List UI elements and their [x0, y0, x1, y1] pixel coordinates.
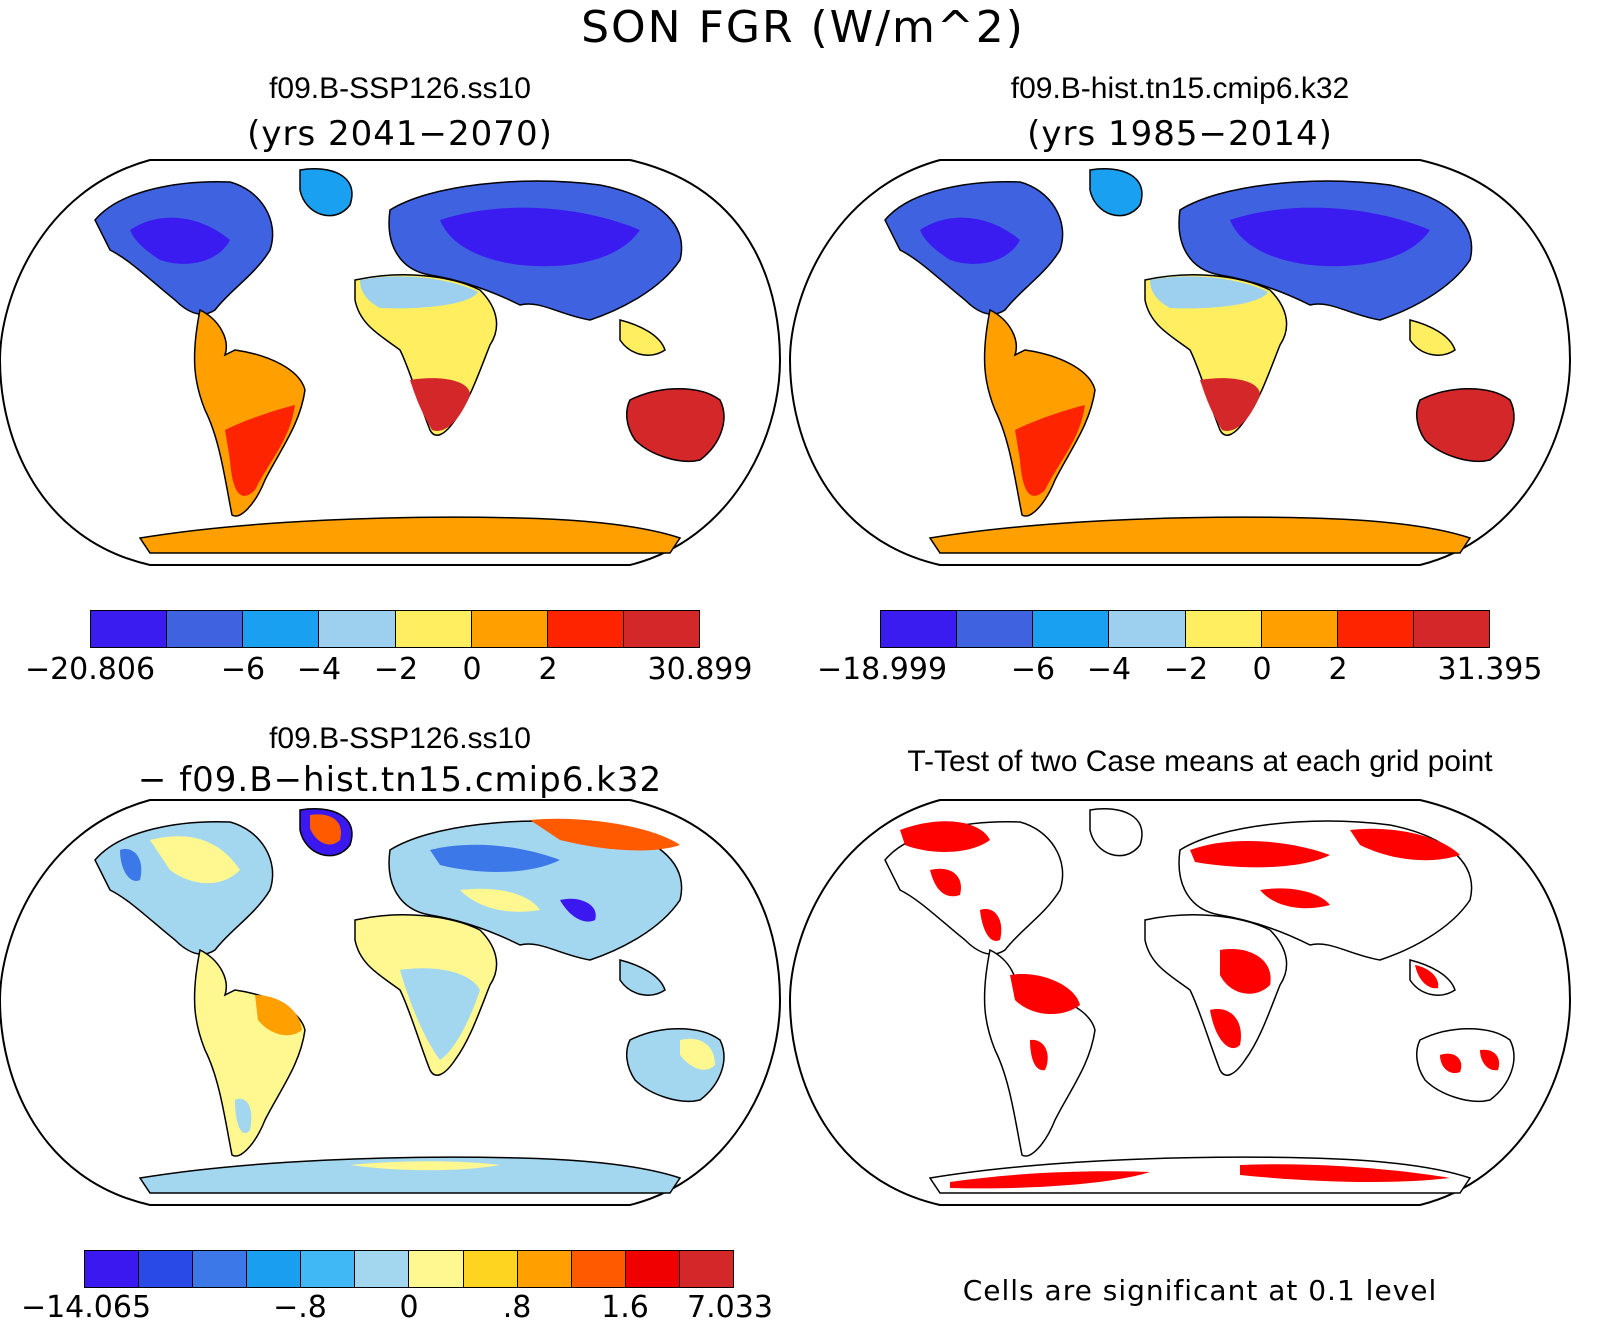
panel-1-colorbar-bin: [623, 611, 699, 647]
panel-2-subtitle: (yrs 1985−2014): [1027, 114, 1333, 154]
panel-1-colorbar-bin: [91, 611, 168, 647]
panel-2-colorbar-bin: [1185, 611, 1262, 647]
panel-2-map: [788, 159, 1572, 566]
panel-2-colorbar-bin: [1261, 611, 1338, 647]
colorbar-tick-label: −6: [1010, 652, 1056, 687]
panel-3-colorbar-bin: [517, 1251, 572, 1287]
colorbar-tick-label: −6: [220, 652, 266, 687]
panel-1-title: f09.B-SSP126.ss10: [269, 72, 531, 105]
colorbar-tick-label: 7.033: [687, 1290, 773, 1325]
panel-2-colorbar-bin: [1109, 611, 1186, 647]
colorbar-tick-label: −.8: [273, 1290, 327, 1325]
colorbar-tick-label: 2: [1328, 652, 1348, 687]
colorbar-tick-label: −4: [296, 652, 342, 687]
colorbar-tick-label: 0: [462, 652, 482, 687]
panel-3-colorbar-bin: [679, 1251, 733, 1287]
panel-1-colorbar-bin: [395, 611, 472, 647]
colorbar-tick-label: 0: [399, 1290, 419, 1325]
panel-4-map: [788, 799, 1572, 1206]
panel-2-title: f09.B-hist.tn15.cmip6.k32: [1010, 72, 1350, 105]
colorbar-tick-label: −4: [1086, 652, 1132, 687]
panel-2-colorbar-bin: [1337, 611, 1414, 647]
panel-2-colorbar-bin: [957, 611, 1034, 647]
panel-3-colorbar-bin: [355, 1251, 410, 1287]
panel-3-colorbar-bin: [625, 1251, 680, 1287]
panel-2-colorbar: [880, 610, 1490, 648]
panel-3-colorbar-ticks: −14.065 −.8 0 .8 1.6 7.033: [0, 1290, 800, 1325]
panel-3-colorbar: [84, 1250, 734, 1288]
colorbar-tick-label: −2: [1163, 652, 1209, 687]
colorbar-tick-label: −18.999: [816, 652, 948, 687]
colorbar-tick-label: −20.806: [24, 652, 156, 687]
panel-1-subtitle: (yrs 2041−2070): [247, 114, 553, 154]
panel-1-map: [0, 159, 782, 566]
panel-1-colorbar-bin: [547, 611, 624, 647]
panel-1-colorbar: [90, 610, 700, 648]
significance-note: Cells are significant at 0.1 level: [962, 1274, 1438, 1307]
colorbar-tick-label: 30.899: [647, 652, 753, 687]
panel-3-colorbar-bin: [463, 1251, 518, 1287]
panel-3-colorbar-bin: [85, 1251, 140, 1287]
panel-3-colorbar-bin: [139, 1251, 194, 1287]
panel-3-map: [0, 799, 782, 1206]
panel-3-colorbar-bin: [301, 1251, 356, 1287]
panel-1-colorbar-bin: [167, 611, 244, 647]
figure-title: SON FGR (W/m^2): [581, 2, 1025, 53]
panel-2-colorbar-ticks: −18.999 −6 −4 −2 0 2 31.395: [0, 652, 1606, 692]
colorbar-tick-label: 1.6: [601, 1290, 649, 1325]
panel-2-colorbar-bin: [881, 611, 958, 647]
colorbar-tick-label: 2: [538, 652, 558, 687]
panel-2-colorbar-bin: [1413, 611, 1489, 647]
colorbar-tick-label: 0: [1252, 652, 1272, 687]
panel-3-subtitle: − f09.B−hist.tn15.cmip6.k32: [137, 760, 663, 800]
panel-3-title: f09.B-SSP126.ss10: [269, 722, 531, 755]
panel-1-colorbar-ticks: −20.806 −6 −4 −2 0 2 30.899: [0, 652, 800, 692]
colorbar-tick-label: .8: [502, 1290, 532, 1325]
colorbar-tick-label: 31.395: [1437, 652, 1543, 687]
panel-3-colorbar-bin: [571, 1251, 626, 1287]
panel-1-colorbar-bin: [471, 611, 548, 647]
colorbar-tick-label: −2: [373, 652, 419, 687]
panel-4-title: T-Test of two Case means at each grid po…: [907, 745, 1493, 778]
panel-1-colorbar-bin: [243, 611, 320, 647]
panel-1-colorbar-bin: [319, 611, 396, 647]
panel-3-colorbar-bin: [409, 1251, 464, 1287]
panel-3-colorbar-bin: [193, 1251, 248, 1287]
panel-3-colorbar-bin: [247, 1251, 302, 1287]
colorbar-tick-label: −14.065: [20, 1290, 152, 1325]
panel-2-colorbar-bin: [1033, 611, 1110, 647]
